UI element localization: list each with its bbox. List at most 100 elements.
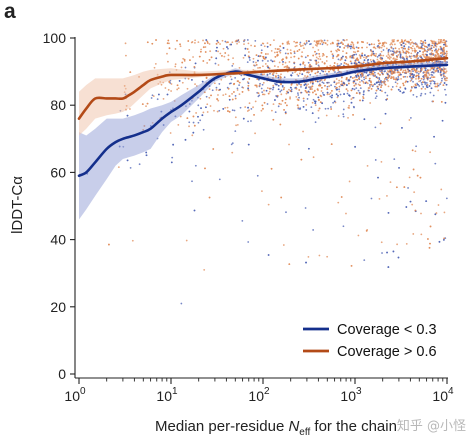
scatter-point: [350, 62, 353, 65]
scatter-point: [344, 45, 347, 47]
scatter-point: [415, 95, 418, 98]
scatter-point: [366, 46, 368, 49]
scatter-point: [388, 55, 391, 58]
scatter-point: [335, 55, 338, 58]
scatter-point: [166, 52, 168, 55]
scatter-point: [332, 42, 334, 45]
scatter-point: [289, 49, 292, 52]
scatter-point: [445, 54, 448, 56]
scatter-point: [428, 85, 431, 87]
scatter-point: [271, 73, 274, 76]
scatter-point: [255, 84, 258, 87]
scatter-point: [335, 93, 338, 96]
scatter-point: [445, 79, 448, 82]
scatter-point: [224, 106, 227, 109]
scatter-point: [390, 88, 393, 91]
scatter-point: [412, 76, 415, 79]
scatter-point: [416, 71, 418, 74]
scatter-point: [152, 95, 155, 98]
scatter-point: [185, 239, 188, 242]
scatter-point: [392, 47, 395, 50]
scatter-point: [342, 225, 345, 228]
scatter-point: [440, 39, 442, 41]
scatter-point: [399, 41, 402, 44]
scatter-point: [422, 44, 425, 47]
scatter-point: [267, 60, 269, 62]
scatter-point: [379, 54, 382, 57]
scatter-point: [318, 107, 321, 110]
scatter-point: [345, 84, 348, 86]
scatter-point: [307, 86, 310, 89]
scatter-point: [270, 59, 272, 62]
scatter-point: [397, 54, 400, 56]
scatter-point: [353, 76, 356, 79]
scatter-point: [315, 62, 318, 65]
scatter-point: [320, 69, 323, 72]
scatter-point: [342, 100, 345, 103]
scatter-point: [438, 38, 440, 41]
scatter-point: [343, 47, 346, 49]
scatter-point: [354, 51, 357, 54]
scatter-point: [203, 269, 206, 271]
scatter-point: [339, 93, 342, 96]
scatter-point: [145, 151, 148, 154]
scatter-point: [404, 71, 407, 74]
scatter-point: [247, 55, 250, 58]
scatter-point: [373, 60, 375, 63]
scatter-point: [443, 82, 446, 84]
scatter-point: [302, 44, 304, 47]
scatter-point: [391, 86, 394, 88]
scatter-point: [167, 39, 170, 42]
scatter-point: [328, 85, 331, 88]
scatter-point: [298, 89, 301, 91]
scatter-point: [260, 49, 263, 52]
scatter-point: [279, 90, 282, 93]
scatter-point: [421, 44, 424, 47]
scatter-point: [416, 51, 419, 54]
scatter-point: [281, 85, 284, 88]
scatter-point: [260, 109, 263, 112]
scatter-point: [257, 92, 260, 95]
scatter-point: [357, 47, 360, 49]
scatter-point: [261, 83, 264, 86]
scatter-point: [386, 73, 389, 76]
scatter-point: [126, 114, 129, 117]
scatter-point: [304, 66, 306, 69]
scatter-point: [388, 58, 391, 60]
scatter-point: [323, 39, 326, 42]
scatter-point: [355, 46, 358, 49]
scatter-point: [351, 56, 353, 59]
scatter-point: [380, 71, 383, 74]
scatter-point: [412, 93, 415, 96]
scatter-point: [445, 50, 448, 53]
scatter-point: [355, 78, 357, 81]
scatter-point: [435, 69, 438, 72]
scatter-point: [350, 101, 353, 104]
scatter-point: [298, 72, 301, 75]
scatter-point: [234, 77, 237, 79]
scatter-point: [398, 166, 400, 169]
scatter-point: [340, 196, 343, 198]
scatter-point: [332, 69, 335, 72]
scatter-point: [388, 70, 390, 73]
scatter-point: [345, 62, 348, 65]
scatter-point: [186, 117, 189, 120]
scatter-point: [380, 46, 383, 49]
scatter-point: [439, 45, 442, 48]
scatter-point: [296, 50, 299, 53]
scatter-point: [259, 66, 261, 69]
scatter-point: [265, 89, 268, 92]
scatter-point: [338, 79, 341, 82]
scatter-point: [436, 67, 439, 70]
scatter-point: [129, 166, 132, 169]
scatter-point: [362, 61, 365, 64]
confidence-band-1: [79, 56, 447, 136]
scatter-point: [378, 76, 381, 79]
scatter-point: [353, 88, 356, 91]
scatter-point: [304, 87, 307, 89]
scatter-point: [273, 39, 275, 41]
scatter-point: [444, 79, 447, 82]
scatter-point: [355, 75, 358, 77]
y-tick-label: 100: [43, 30, 67, 46]
scatter-point: [437, 48, 440, 51]
